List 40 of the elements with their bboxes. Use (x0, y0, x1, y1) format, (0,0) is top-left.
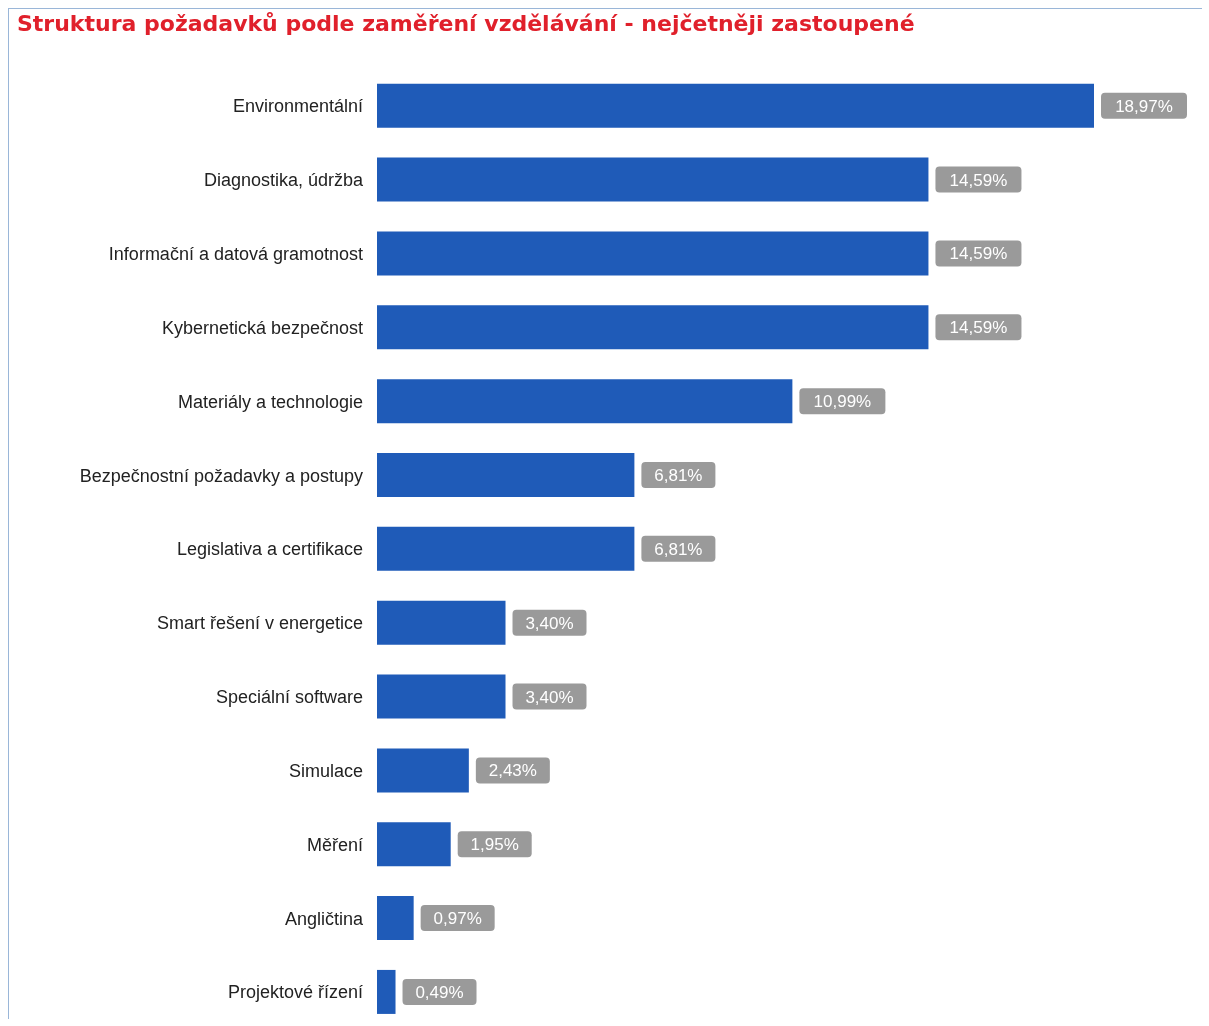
data-label: 3,40% (525, 613, 574, 633)
y-tick-label: Materiály a technologie (177, 391, 363, 412)
bar (377, 896, 414, 941)
data-label: 14,59% (949, 170, 1008, 190)
y-tick-label: Smart řešení v energetice (156, 613, 363, 634)
y-tick-label: Diagnostika, údržba (203, 170, 364, 191)
y-tick-label: Kybernetická bezpečnost (161, 317, 363, 338)
data-label: 6,81% (654, 539, 703, 559)
data-label: 14,59% (949, 318, 1008, 338)
y-tick-label: Simulace (288, 760, 363, 781)
y-tick-label: Environmentální (232, 96, 363, 117)
bar (377, 674, 506, 719)
bar (377, 969, 396, 1014)
data-label: 0,49% (415, 982, 464, 1002)
y-tick-label: Informační a datová gramotnost (108, 244, 363, 265)
bar (377, 822, 451, 867)
y-tick-label: Bezpečnostní požadavky a postupy (79, 465, 363, 486)
data-label: 10,99% (813, 392, 872, 412)
bar (377, 453, 635, 497)
bar (377, 83, 1094, 128)
y-tick-label: Speciální software (215, 687, 363, 708)
data-label: 1,95% (470, 835, 519, 855)
data-label: 14,59% (949, 244, 1008, 264)
bar (377, 379, 793, 424)
data-label: 18,97% (1115, 96, 1173, 116)
y-tick-label: Měření (306, 834, 363, 855)
bar (377, 526, 635, 571)
y-tick-label: Projektové řízení (227, 982, 363, 1003)
bar (377, 600, 506, 645)
y-tick-label: Legislativa a certifikace (176, 539, 363, 560)
data-label: 0,97% (433, 909, 482, 929)
chart-title: Struktura požadavků podle zaměření vzdělávání - nejčetněji zastoupené (17, 11, 915, 36)
y-tick-label: Angličtina (284, 908, 364, 929)
bar (377, 157, 929, 202)
data-label: 3,40% (525, 687, 574, 707)
bar (377, 748, 469, 793)
bar (377, 231, 929, 276)
data-label: 6,81% (654, 466, 703, 485)
bar (377, 305, 929, 350)
data-label: 2,43% (488, 761, 537, 781)
